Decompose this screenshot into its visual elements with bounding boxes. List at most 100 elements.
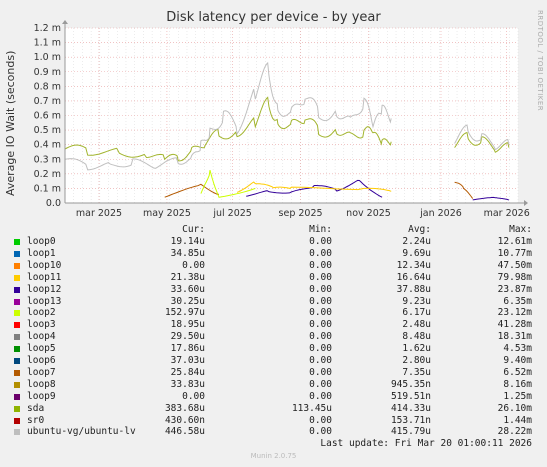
munin-footer: Munin 2.0.75 [250,452,297,460]
legend-swatch [14,298,20,305]
legend-max: 6.52m [503,366,532,378]
header-cur: Cur: [182,224,205,235]
legend-cur: 34.85u [170,247,205,259]
legend-cur: 29.50u [170,331,205,343]
legend-row: sda 383.68u 113.45u 414.33u 26.10m [0,403,547,415]
chart-title: Disk latency per device - by year [166,10,381,25]
legend-swatch [14,322,20,329]
legend-avg: 1.62u [402,343,431,355]
legend-swatch [14,393,20,400]
legend-swatch [14,262,20,269]
legend-cur: 33.60u [170,283,205,295]
legend-name: loop5 [27,343,56,355]
legend-name: loop8 [27,378,56,390]
x-tick-label: mar 2026 [484,208,530,219]
rrdtool-credit: RRDTOOL / TOBI OETIKER [536,10,544,112]
legend-swatch [14,239,20,245]
y-tick-label: 1.1 m [34,38,61,49]
legend-cur: 383.68u [164,402,205,414]
legend-avg: 12.34u [396,259,431,271]
x-tick-label: may 2025 [143,208,191,219]
legend-row: loop3 18.95u 0.00 2.48u 41.28m [0,319,547,331]
legend-row: loop13 30.25u 0.00 9.23u 6.35m [0,296,547,308]
legend-row: sr0 430.60n 0.00 153.71n 1.44m [0,415,547,427]
legend-avg: 9.69u [402,247,431,259]
legend-max: 18.31m [497,331,532,343]
legend-name: loop1 [27,247,56,259]
legend-row: loop11 21.38u 0.00 16.64u 79.98m [0,272,547,284]
legend-swatch [14,250,20,257]
legend-swatch [14,310,20,317]
chart-plot: 0.0 0.1 m 0.2 m 0.3 m 0.4 m 0.5 m 0.6 m 0.7 m 0.… [34,20,530,219]
y-tick-label: 0.2 m [34,169,61,180]
legend-name: sda [27,402,45,414]
legend-min: 0.00 [309,426,332,438]
y-tick-label: 1.2 m [34,23,61,34]
header-min: Min: [309,224,332,235]
legend-cur: 33.83u [170,378,205,390]
legend-min: 0.00 [309,259,332,271]
header-avg: Avg: [408,224,431,235]
legend-name: loop11 [27,271,62,283]
legend-row: loop10 0.00 0.00 12.34u 47.50m [0,260,547,272]
legend-avg: 2.80u [402,355,431,366]
legend-avg: 153.71n [390,414,431,426]
x-tick-label: jan 2026 [419,208,462,219]
legend-max: 4.53m [503,343,532,355]
legend-min: 0.00 [309,319,332,331]
series-line-loop12 [472,196,510,201]
legend-cur: 0.00 [182,390,205,402]
y-tick-label: 0.0 [46,198,61,209]
legend-max: 9.40m [503,355,532,366]
legend-row: ubuntu-vg/ubuntu-lv 446.58u 0.00 415.79u 28.… [0,426,547,438]
y-tick-label: 0.6 m [34,111,61,122]
last-update: Last update: Fri Mar 20 01:00:11 2026 [320,438,532,449]
legend-row: loop6 37.03u 0.00 2.80u 9.40m [0,355,547,367]
legend-max: 23.87m [497,283,532,295]
y-axis-arrow [62,20,68,24]
legend-min: 0.00 [309,343,332,355]
legend-row: loop0 19.14u 0.00 2.24u 12.61m [0,236,547,248]
legend-swatch [14,417,20,424]
series-line-sda [64,96,392,162]
legend-min: 0.00 [309,307,332,319]
header-max: Max: [509,224,532,235]
y-tick-label: 0.8 m [34,81,61,92]
legend-avg: 414.33u [390,402,431,414]
legend-swatch [14,429,20,436]
legend-cur: 19.14u [170,236,205,247]
y-tick-label: 0.1 m [34,183,61,194]
legend-swatch [14,286,20,293]
legend-max: 6.35m [503,295,532,307]
legend-row: loop9 0.00 0.00 519.51n 1.25m [0,391,547,403]
series-line-ubuntu-vg-ubuntu-lv [64,61,392,171]
legend-row: loop4 29.50u 0.00 8.48u 18.31m [0,331,547,343]
legend-min: 0.00 [309,295,332,307]
legend-avg: 2.48u [402,319,431,331]
legend-min: 0.00 [309,331,332,343]
legend-row: loop5 17.86u 0.00 1.62u 4.53m [0,343,547,355]
legend-min: 0.00 [309,414,332,426]
legend-name: loop12 [27,283,62,295]
legend-max: 41.28m [497,319,532,331]
legend-row: loop12 33.60u 0.00 37.88u 23.87m [0,284,547,296]
legend-name: loop0 [27,236,56,247]
legend-name: loop2 [27,307,56,319]
series-line-ubuntu-vg-ubuntu-lv [454,124,510,151]
legend-min: 0.00 [309,271,332,283]
legend-row: loop1 34.85u 0.00 9.69u 10.77m [0,248,547,260]
legend-max: 26.10m [497,402,532,414]
series-line-loop7 [164,183,220,198]
legend-name: loop10 [27,259,62,271]
legend-max: 1.25m [503,390,532,402]
legend-max: 8.16m [503,378,532,390]
legend-name: sr0 [27,414,45,426]
legend-max: 10.77m [497,247,532,259]
series-line-loop7 [454,181,474,199]
legend-cur: 21.38u [170,271,205,283]
legend-avg: 16.64u [396,271,431,283]
legend-avg: 2.24u [402,236,431,247]
legend-avg: 37.88u [396,283,431,295]
legend-avg: 519.51n [390,390,431,402]
legend-avg: 945.35n [390,378,431,390]
